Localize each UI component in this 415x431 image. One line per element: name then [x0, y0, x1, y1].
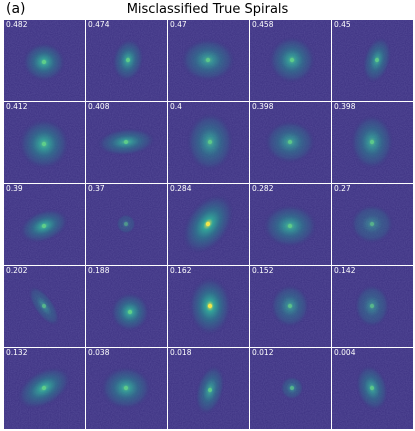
probability-score: 0.004 — [334, 348, 356, 357]
probability-score: 0.458 — [252, 20, 274, 29]
probability-score: 0.39 — [6, 184, 23, 193]
galaxy-image — [86, 102, 167, 183]
probability-score: 0.45 — [334, 20, 351, 29]
probability-score: 0.284 — [170, 184, 192, 193]
galaxy-tile: 0.47 — [168, 20, 249, 101]
galaxy-tile: 0.004 — [332, 348, 413, 429]
galaxy-tile: 0.202 — [4, 266, 85, 347]
galaxy-image — [4, 102, 85, 183]
galaxy-image — [168, 184, 249, 265]
probability-score: 0.47 — [170, 20, 187, 29]
probability-score: 0.482 — [6, 20, 28, 29]
galaxy-image — [168, 20, 249, 101]
probability-score: 0.412 — [6, 102, 28, 111]
galaxy-tile: 0.398 — [332, 102, 413, 183]
galaxy-image — [86, 348, 167, 429]
probability-score: 0.408 — [88, 102, 110, 111]
galaxy-tile: 0.45 — [332, 20, 413, 101]
galaxy-tile: 0.284 — [168, 184, 249, 265]
galaxy-tile: 0.132 — [4, 348, 85, 429]
galaxy-tile: 0.39 — [4, 184, 85, 265]
galaxy-tile: 0.412 — [4, 102, 85, 183]
probability-score: 0.202 — [6, 266, 28, 275]
galaxy-tile: 0.482 — [4, 20, 85, 101]
galaxy-tile: 0.37 — [86, 184, 167, 265]
galaxy-tile: 0.188 — [86, 266, 167, 347]
galaxy-image — [250, 102, 331, 183]
probability-score: 0.474 — [88, 20, 110, 29]
panel-label: (a) — [6, 1, 26, 17]
galaxy-image — [86, 20, 167, 101]
figure-title: Misclassified True Spirals — [126, 2, 289, 17]
galaxy-tile: 0.458 — [250, 20, 331, 101]
probability-score: 0.188 — [88, 266, 110, 275]
galaxy-image — [332, 20, 413, 101]
galaxy-tile: 0.27 — [332, 184, 413, 265]
galaxy-image — [332, 184, 413, 265]
galaxy-image — [168, 266, 249, 347]
galaxy-tile: 0.408 — [86, 102, 167, 183]
galaxy-image — [4, 20, 85, 101]
galaxy-tile: 0.398 — [250, 102, 331, 183]
galaxy-tile: 0.162 — [168, 266, 249, 347]
galaxy-image — [4, 348, 85, 429]
probability-score: 0.012 — [252, 348, 274, 357]
galaxy-image — [250, 20, 331, 101]
galaxy-image — [168, 348, 249, 429]
galaxy-tile: 0.142 — [332, 266, 413, 347]
galaxy-image — [332, 102, 413, 183]
probability-score: 0.398 — [334, 102, 356, 111]
galaxy-tile: 0.012 — [250, 348, 331, 429]
galaxy-image — [332, 348, 413, 429]
galaxy-tile: 0.282 — [250, 184, 331, 265]
galaxy-image — [4, 184, 85, 265]
probability-score: 0.4 — [170, 102, 182, 111]
galaxy-image — [250, 266, 331, 347]
probability-score: 0.162 — [170, 266, 192, 275]
probability-score: 0.27 — [334, 184, 351, 193]
galaxy-image — [250, 348, 331, 429]
galaxy-tile: 0.018 — [168, 348, 249, 429]
probability-score: 0.132 — [6, 348, 28, 357]
probability-score: 0.282 — [252, 184, 274, 193]
galaxy-image — [86, 184, 167, 265]
galaxy-tile: 0.474 — [86, 20, 167, 101]
galaxy-tile: 0.4 — [168, 102, 249, 183]
probability-score: 0.038 — [88, 348, 110, 357]
galaxy-image — [332, 266, 413, 347]
galaxy-tile: 0.038 — [86, 348, 167, 429]
galaxy-image — [4, 266, 85, 347]
galaxy-image — [168, 102, 249, 183]
galaxy-image-grid: 0.482 0.474 0.47 0.458 0.45 0.412 0.408 0.4 0.39… — [4, 20, 413, 429]
probability-score: 0.398 — [252, 102, 274, 111]
galaxy-image — [250, 184, 331, 265]
probability-score: 0.142 — [334, 266, 356, 275]
probability-score: 0.152 — [252, 266, 274, 275]
galaxy-tile: 0.152 — [250, 266, 331, 347]
probability-score: 0.018 — [170, 348, 192, 357]
probability-score: 0.37 — [88, 184, 105, 193]
galaxy-image — [86, 266, 167, 347]
